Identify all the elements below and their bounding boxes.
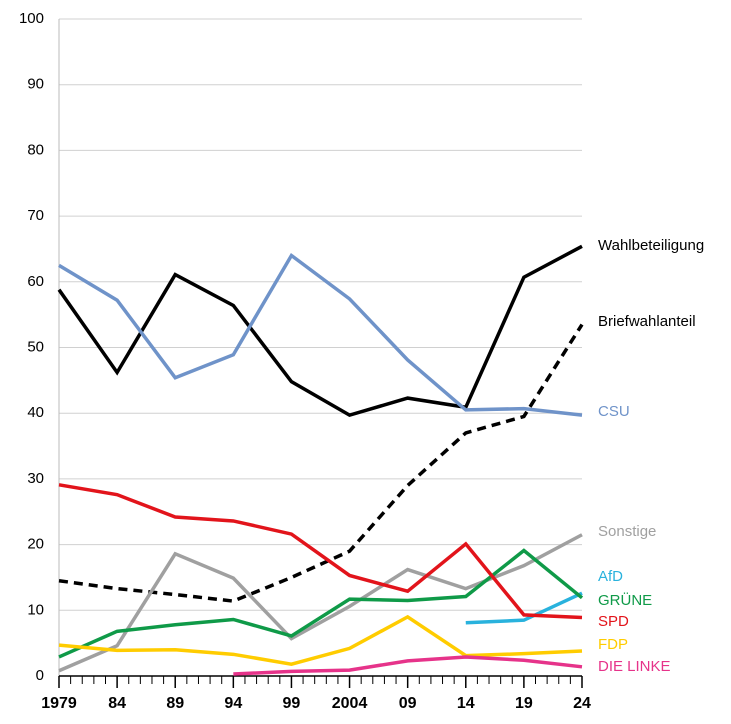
legend-label: AfD bbox=[598, 568, 623, 585]
legend-label: SPD bbox=[598, 613, 629, 630]
x-tick-label: 84 bbox=[108, 695, 126, 712]
series-line bbox=[58, 483, 583, 620]
x-tick-label: 1979 bbox=[41, 695, 77, 712]
x-tick-label: 2004 bbox=[332, 695, 368, 712]
x-tick-label: 99 bbox=[283, 695, 301, 712]
x-tick-label: 24 bbox=[573, 695, 591, 712]
x-tick-label: 09 bbox=[399, 695, 417, 712]
y-tick-label: 50 bbox=[27, 338, 44, 355]
series-line bbox=[233, 655, 583, 676]
x-tick-label: 94 bbox=[224, 695, 242, 712]
legend-label: GRÜNE bbox=[598, 591, 652, 609]
y-tick-label: 40 bbox=[27, 404, 44, 421]
y-tick-label: 30 bbox=[27, 470, 44, 487]
series-line bbox=[58, 548, 584, 659]
y-tick-label: 0 bbox=[36, 667, 44, 684]
y-tick-label: 10 bbox=[27, 601, 44, 618]
series-line bbox=[58, 323, 584, 603]
y-tick-label: 60 bbox=[27, 273, 44, 290]
y-tick-label: 80 bbox=[27, 141, 44, 158]
series-line bbox=[58, 252, 583, 417]
y-tick-label: 100 bbox=[19, 10, 44, 27]
y-tick-label: 20 bbox=[27, 536, 44, 553]
legend-label: FDP bbox=[598, 636, 628, 653]
series-line bbox=[58, 614, 583, 666]
x-tick-label: 14 bbox=[457, 695, 475, 712]
legend-label: DIE LINKE bbox=[598, 658, 671, 675]
y-tick-label: 70 bbox=[27, 207, 44, 224]
series-line bbox=[57, 244, 583, 418]
legend-label: Sonstige bbox=[598, 523, 656, 540]
y-tick-label: 90 bbox=[27, 76, 44, 93]
legend-label: CSU bbox=[598, 403, 630, 420]
x-tick-label: 19 bbox=[515, 695, 533, 712]
series-line bbox=[465, 591, 583, 625]
legend-label: Briefwahlanteil bbox=[598, 313, 696, 330]
x-tick-label: 89 bbox=[166, 695, 184, 712]
legend-label: Wahlbeteiligung bbox=[598, 237, 704, 254]
